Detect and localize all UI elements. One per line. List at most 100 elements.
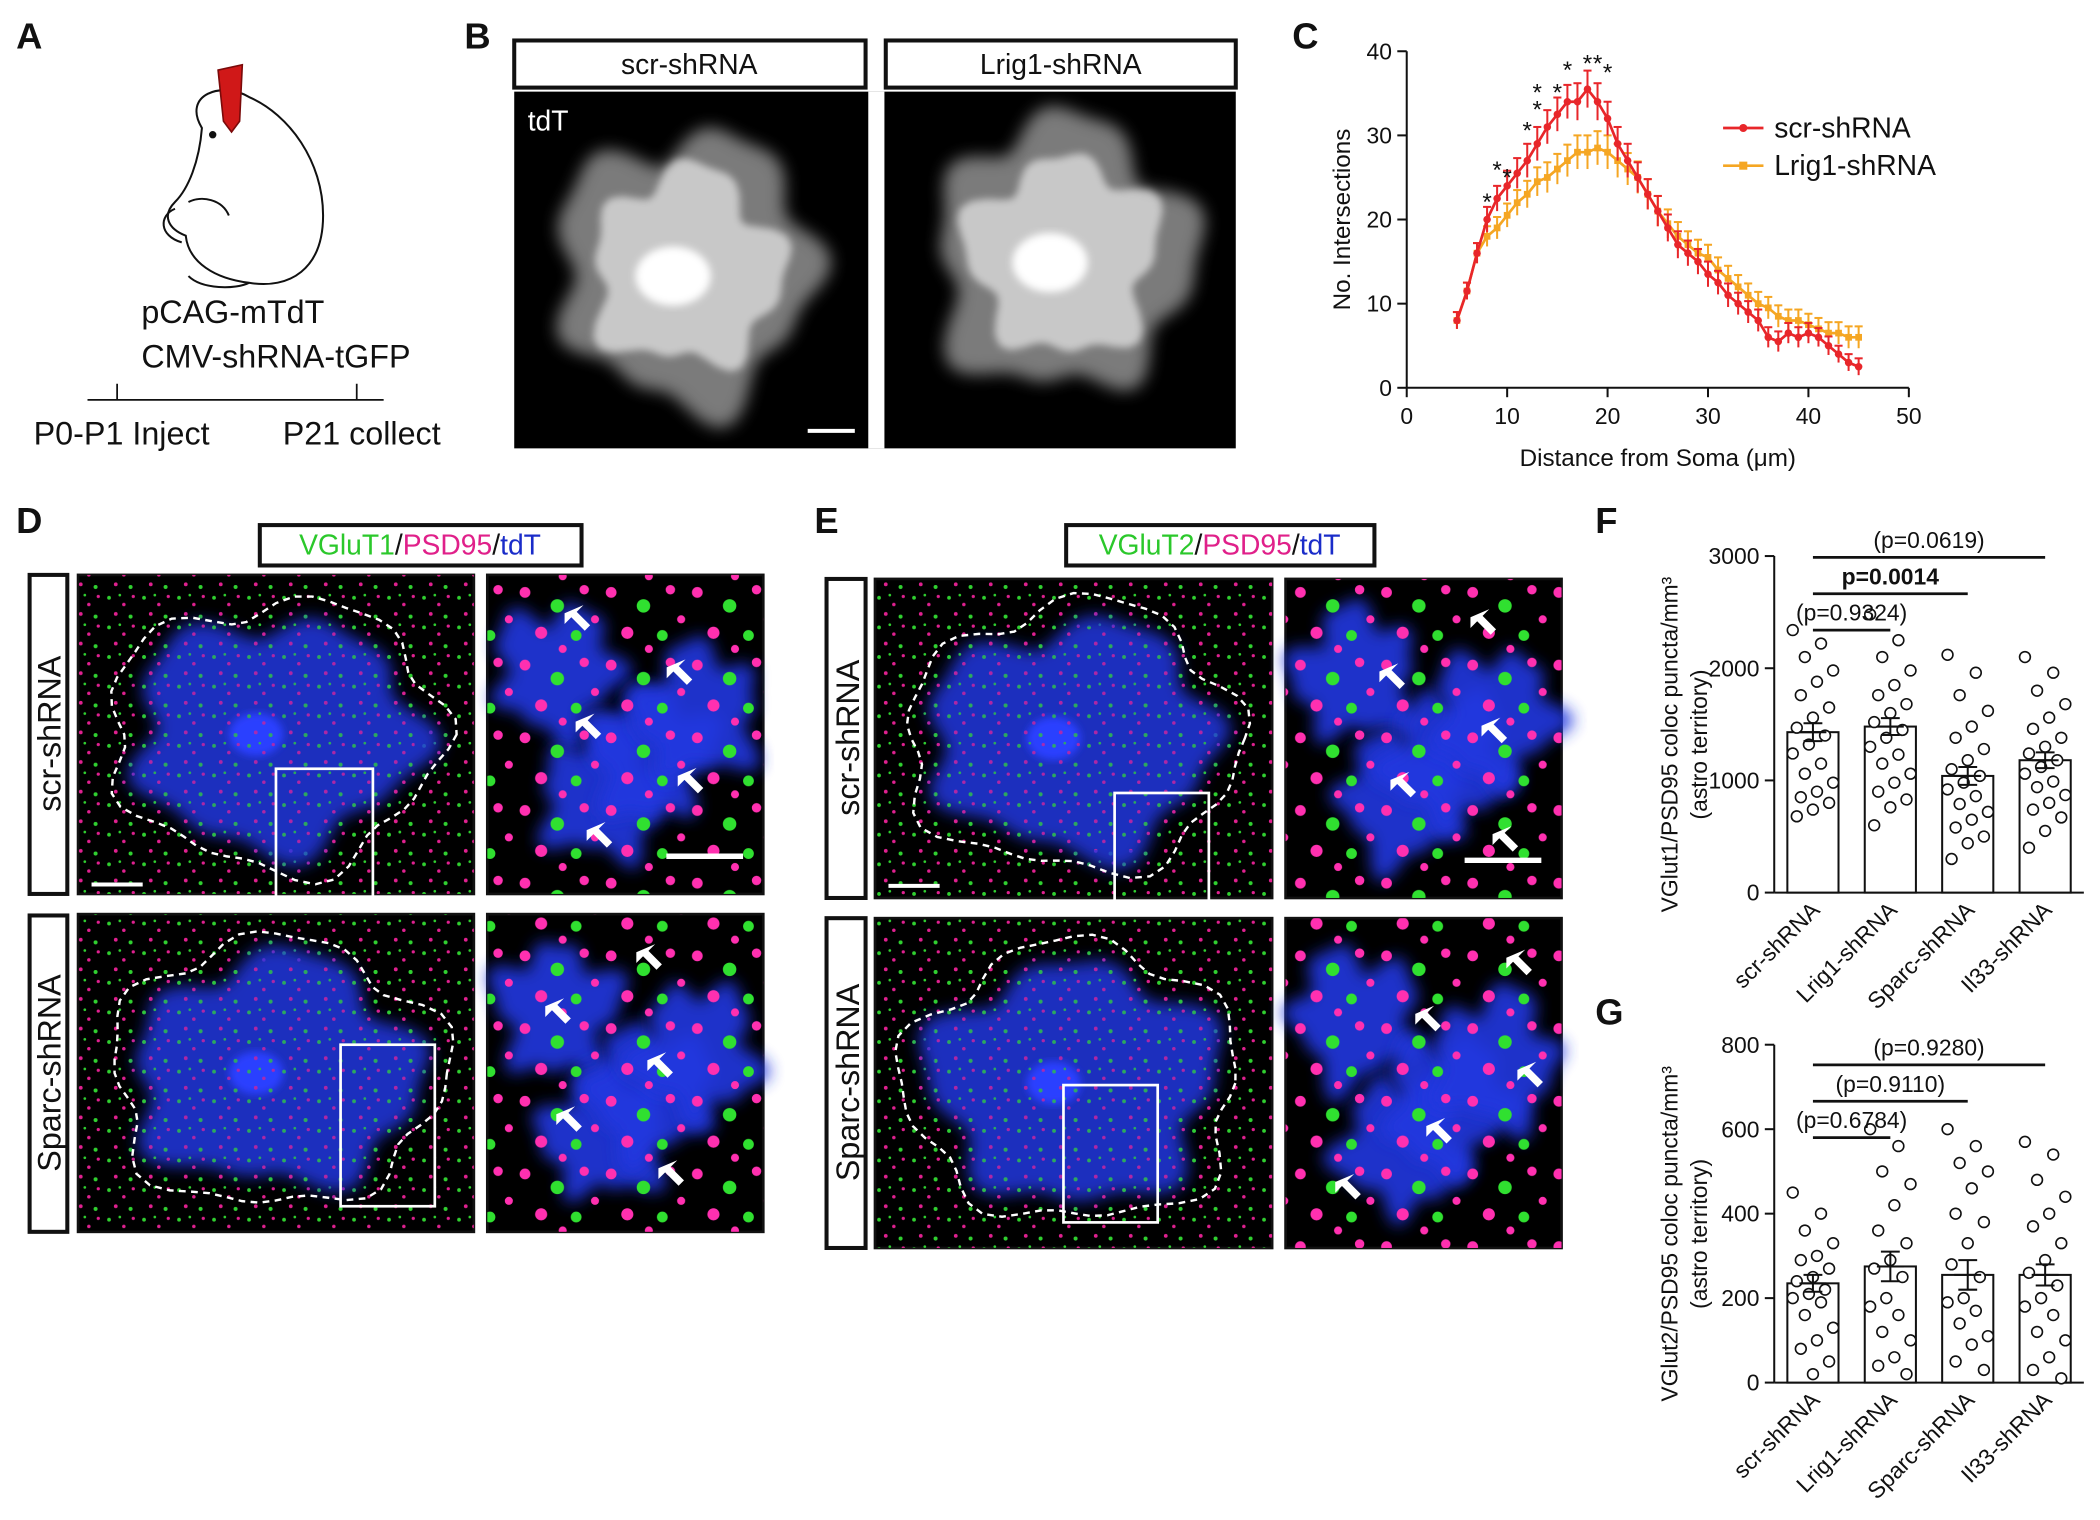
data-point bbox=[1704, 254, 1712, 261]
data-point bbox=[1774, 312, 1782, 320]
data-point bbox=[2055, 1237, 2068, 1250]
data-point bbox=[2055, 1372, 2068, 1385]
data-point bbox=[2022, 1266, 2036, 1279]
data-point bbox=[1814, 1296, 1828, 1309]
data-point bbox=[1977, 742, 1991, 756]
timeline-label: P21 collect bbox=[283, 415, 441, 451]
zoom-box bbox=[1062, 1083, 1160, 1224]
data-point bbox=[2034, 1291, 2048, 1305]
data-point bbox=[1654, 207, 1662, 215]
puncta bbox=[137, 961, 415, 1185]
data-point bbox=[2030, 1173, 2044, 1187]
zoom-box bbox=[274, 767, 375, 905]
data-point bbox=[1867, 715, 1881, 729]
header-box bbox=[257, 523, 584, 568]
data-point bbox=[2059, 697, 2072, 711]
territory-outline bbox=[113, 930, 455, 1204]
data-point bbox=[1786, 623, 1799, 637]
data-point bbox=[1969, 1139, 1983, 1153]
data-point bbox=[1904, 1334, 1917, 1347]
data-point bbox=[1880, 1291, 1893, 1305]
data-point bbox=[1684, 249, 1692, 257]
data-point bbox=[1603, 114, 1612, 123]
data-point bbox=[1664, 224, 1672, 232]
data-point bbox=[1734, 283, 1742, 291]
data-point bbox=[2042, 1207, 2056, 1220]
data-point bbox=[1790, 1275, 1803, 1288]
data-point bbox=[1764, 304, 1772, 312]
data-point bbox=[1945, 1258, 1958, 1271]
data-point bbox=[2042, 796, 2056, 810]
data-point bbox=[1826, 776, 1840, 789]
territory-outline bbox=[110, 595, 458, 886]
data-point bbox=[1794, 333, 1803, 342]
data-point bbox=[1888, 678, 1901, 692]
data-point bbox=[1949, 731, 1962, 744]
significance-mark: * bbox=[1553, 80, 1563, 107]
construct-label: CMV-shRNA-tGFP bbox=[141, 339, 410, 375]
data-point bbox=[1822, 1355, 1836, 1368]
data-point bbox=[2018, 1300, 2032, 1313]
data-point bbox=[1790, 810, 1803, 823]
data-point bbox=[1594, 144, 1601, 152]
data-point bbox=[2018, 767, 2032, 780]
data-point bbox=[1900, 1237, 1913, 1250]
data-point bbox=[1584, 148, 1591, 156]
significance-mark: * bbox=[1533, 97, 1543, 124]
stain-part: / bbox=[1194, 529, 1202, 561]
y-tick-label: 400 bbox=[1721, 1201, 1759, 1227]
data-point bbox=[1845, 333, 1852, 341]
y-tick-label: 40 bbox=[1366, 38, 1391, 64]
data-point bbox=[2026, 1220, 2040, 1233]
data-point bbox=[1623, 156, 1632, 165]
data-point bbox=[1724, 275, 1732, 282]
x-tick-label: 40 bbox=[1796, 403, 1821, 429]
arrowhead bbox=[636, 944, 662, 970]
data-point bbox=[1900, 793, 1913, 806]
data-point bbox=[1977, 830, 1991, 843]
puncta bbox=[1285, 578, 1562, 898]
y-tick-label: 10 bbox=[1366, 291, 1391, 317]
data-point bbox=[1904, 1177, 1917, 1191]
header-box bbox=[1064, 523, 1377, 568]
data-point bbox=[1704, 270, 1712, 278]
data-point bbox=[1798, 767, 1812, 780]
panel-letter: B bbox=[464, 16, 490, 57]
data-point bbox=[1855, 333, 1862, 341]
astrocyte-soma bbox=[1012, 232, 1088, 293]
data-point bbox=[1463, 287, 1471, 295]
column-box bbox=[883, 38, 1238, 90]
y-tick-label: 800 bbox=[1721, 1032, 1759, 1058]
timeline bbox=[87, 383, 384, 401]
puncta bbox=[487, 574, 764, 894]
data-point bbox=[1543, 174, 1551, 181]
arrowhead bbox=[556, 1106, 582, 1132]
data-point bbox=[1872, 688, 1885, 702]
x-tick-label: 0 bbox=[1400, 403, 1413, 429]
data-point bbox=[1806, 711, 1820, 724]
data-point bbox=[1888, 1199, 1901, 1212]
data-point bbox=[1810, 1249, 1824, 1263]
data-point bbox=[2038, 824, 2052, 838]
data-point bbox=[2030, 1325, 2044, 1339]
arrowhead bbox=[1335, 1173, 1361, 1200]
data-point bbox=[1949, 1355, 1962, 1368]
data-point bbox=[1814, 1207, 1828, 1220]
data-point bbox=[1825, 329, 1832, 337]
data-point bbox=[1892, 1139, 1905, 1153]
arrowhead bbox=[1390, 771, 1417, 798]
data-point bbox=[1876, 757, 1889, 770]
stain-part: / bbox=[492, 529, 500, 561]
data-point bbox=[1892, 748, 1905, 761]
data-point bbox=[1888, 776, 1901, 789]
data-point bbox=[1794, 688, 1808, 702]
data-point bbox=[1794, 1253, 1808, 1267]
data-point bbox=[1674, 240, 1682, 249]
data-point bbox=[1965, 1338, 1978, 1351]
row-label: Sparc-shRNA bbox=[32, 974, 68, 1172]
data-point bbox=[2030, 780, 2044, 794]
data-point bbox=[1957, 1291, 1970, 1305]
arrowhead bbox=[1426, 1117, 1452, 1144]
data-point bbox=[2022, 841, 2036, 854]
data-point bbox=[1953, 688, 1966, 702]
